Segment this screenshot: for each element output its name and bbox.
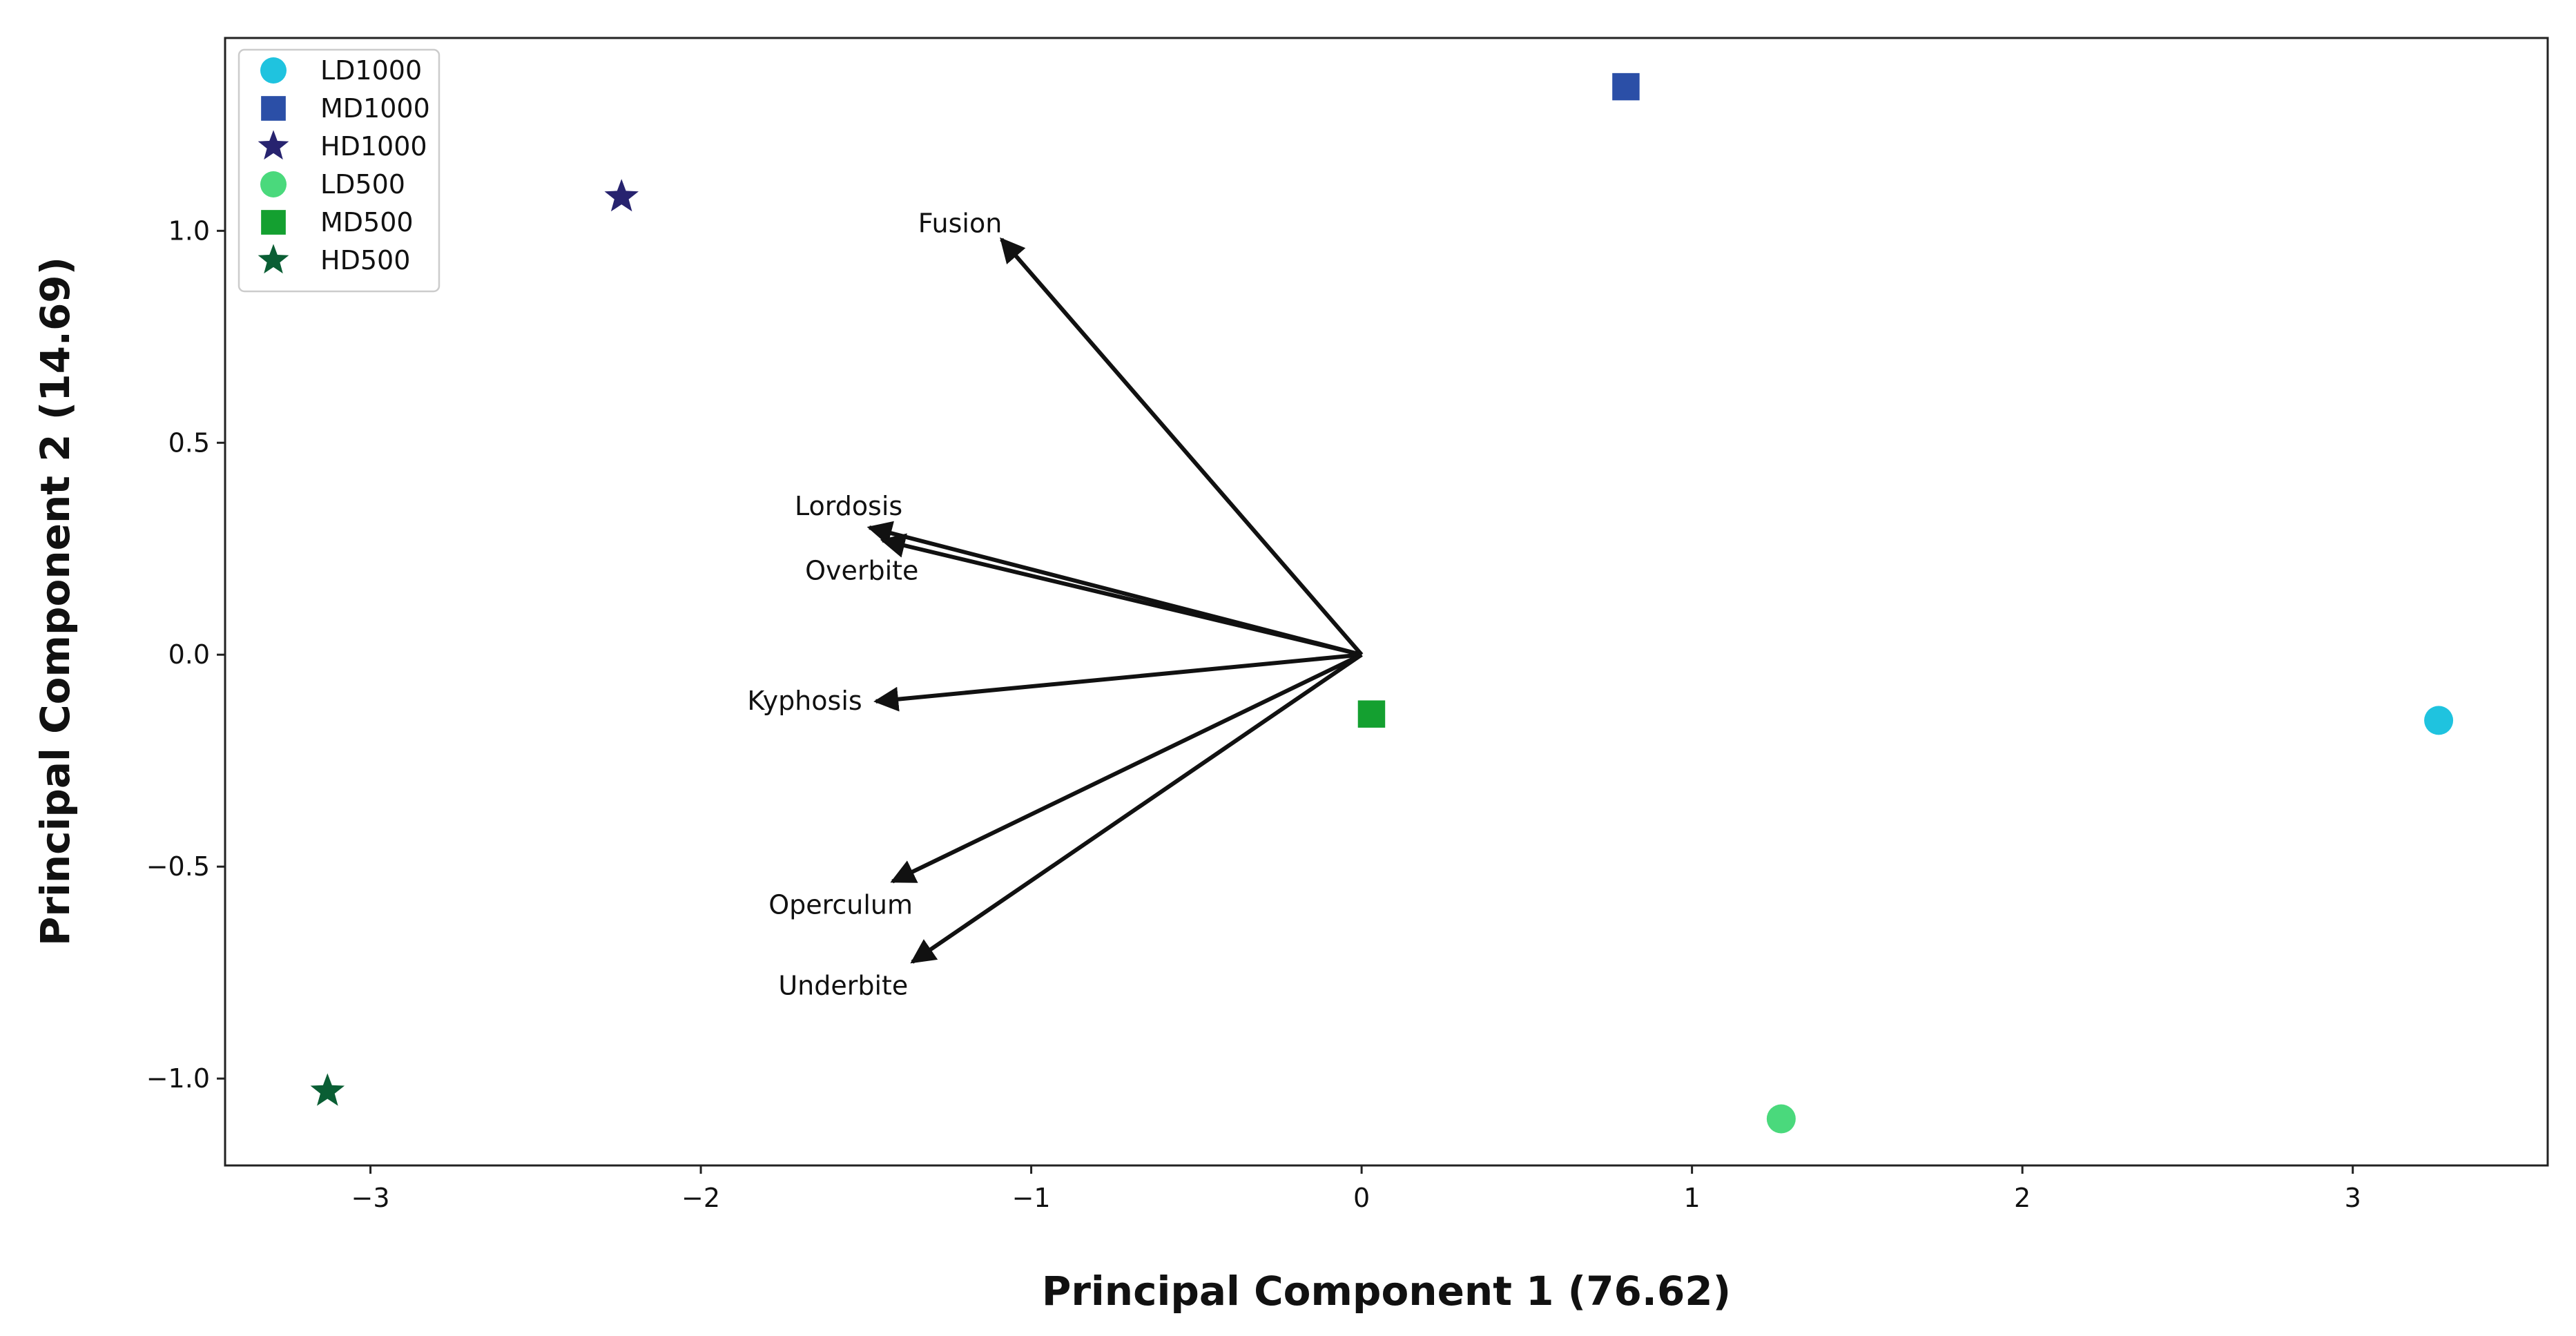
loading-label-fusion: Fusion — [918, 209, 1003, 239]
legend-marker-ld500 — [260, 171, 287, 197]
loading-label-overbite: Overbite — [805, 555, 918, 585]
point-md500 — [1357, 700, 1386, 728]
legend-marker-hd1000 — [258, 130, 289, 160]
point-hd1000 — [604, 179, 639, 212]
y-tick-label: −0.5 — [146, 851, 210, 882]
point-ld1000 — [2424, 706, 2454, 735]
legend-marker-md1000 — [261, 96, 286, 121]
loading-arrow-underbite — [910, 652, 1363, 964]
loading-vectors: Fusion Lordosis Overbite Kyphosis Operculum U… — [747, 209, 1364, 1000]
x-tick-label: 2 — [2014, 1183, 2031, 1213]
y-tick-label: −1.0 — [146, 1063, 210, 1094]
x-tick-label: 3 — [2345, 1183, 2361, 1213]
x-tick-label: −2 — [681, 1183, 720, 1213]
legend-label-md1000: MD1000 — [320, 93, 430, 124]
legend-label-hd1000: HD1000 — [320, 131, 427, 162]
y-tick-label: 0.0 — [168, 639, 210, 670]
x-tick-label: 1 — [1684, 1183, 1701, 1213]
data-points — [310, 72, 2454, 1134]
loading-arrow-operculum — [890, 652, 1363, 884]
loading-label-underbite: Underbite — [778, 970, 908, 1000]
loading-arrow-kyphosis — [873, 652, 1362, 712]
legend: LD1000 MD1000 HD1000 LD500 MD500 HD500 — [238, 48, 440, 293]
loading-label-operculum: Operculum — [768, 890, 913, 920]
legend-marker-hd500 — [258, 244, 289, 274]
y-tick-label: 0.5 — [168, 427, 210, 458]
x-tick-label: −1 — [1012, 1183, 1051, 1213]
point-ld500 — [1766, 1104, 1796, 1134]
legend-label-hd500: HD500 — [320, 245, 410, 275]
legend-marker-ld1000 — [260, 57, 287, 84]
loading-label-lordosis: Lordosis — [795, 491, 902, 521]
point-hd500 — [310, 1073, 345, 1106]
legend-frame — [238, 48, 440, 293]
legend-label-ld500: LD500 — [320, 169, 405, 200]
plot-area — [224, 37, 2549, 1167]
y-axis-ticks: −1.0 −0.5 0.0 0.5 1.0 — [146, 215, 225, 1094]
point-md1000 — [1612, 72, 1640, 101]
loading-label-kyphosis: Kyphosis — [747, 686, 862, 716]
x-tick-label: 0 — [1353, 1183, 1370, 1213]
y-tick-label: 1.0 — [168, 215, 210, 246]
y-axis-title: Principal Component 2 (14.69) — [32, 257, 79, 946]
x-axis-ticks: −3 −2 −1 0 1 2 3 — [351, 1165, 2361, 1213]
legend-label-md500: MD500 — [320, 207, 414, 238]
x-axis-title: Principal Component 1 (76.62) — [1042, 1268, 1731, 1315]
legend-label-ld1000: LD1000 — [320, 55, 422, 86]
loading-arrow-fusion — [1000, 237, 1364, 657]
legend-marker-md500 — [261, 210, 286, 235]
loading-arrow-overbite — [880, 533, 1362, 657]
x-tick-label: −3 — [351, 1183, 390, 1213]
